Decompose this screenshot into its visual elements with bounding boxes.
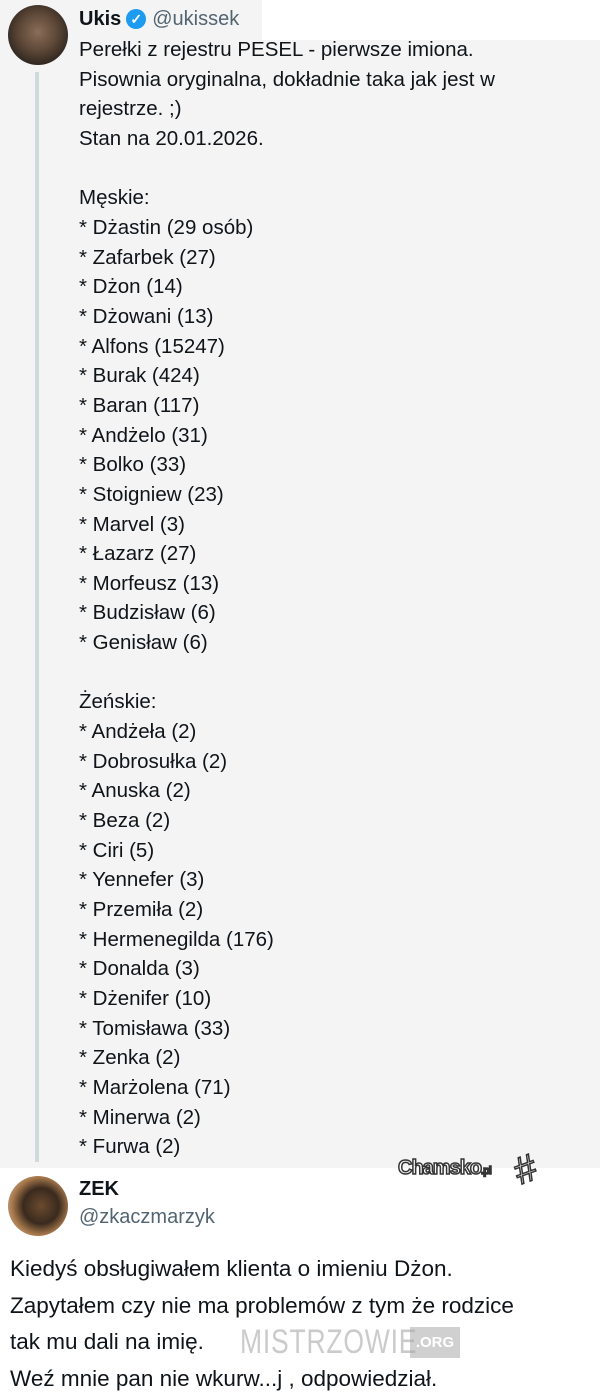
avatar[interactable] — [8, 1176, 68, 1236]
text-line: * Łazarz (27) — [79, 542, 197, 566]
verified-badge-icon: ✓ — [126, 9, 147, 29]
text-line: Zapytałem czy nie ma problemów z tym że … — [10, 1292, 514, 1318]
text-line: * Dżenifer (10) — [79, 987, 212, 1010]
text-line: Stan na 20.01.2026. — [79, 126, 264, 150]
author-name[interactable]: Ukis — [79, 7, 122, 30]
text-line: * Dżowani (13) — [79, 304, 214, 328]
text-line: Weź mnie pan nie wkurw...j , odpowiedzia… — [10, 1365, 438, 1391]
tweet-header: Ukis ✓ @ukissek — [79, 5, 239, 33]
author-handle[interactable]: @ukissek — [152, 7, 240, 30]
watermark-text: Chamsko — [397, 1156, 483, 1180]
text-line: * Przemiła (2) — [79, 898, 204, 922]
text-line: Kiedyś obsługiwałem klienta o imieniu Dż… — [10, 1256, 453, 1281]
chamsko-watermark: Chamsko.pl — [397, 1156, 492, 1180]
text-line: * Genisław (6) — [79, 631, 208, 655]
text-line: * Furwa (2) — [79, 1135, 181, 1159]
text-line: * Beza (2) — [79, 809, 171, 833]
text-line: * Minerwa (2) — [79, 1105, 201, 1129]
tweet-text: Perełki z rejestru PESEL - pierwsze imio… — [79, 35, 589, 1162]
thread-line — [35, 72, 39, 1162]
watermark-tld: .pl — [480, 1164, 492, 1178]
mistrzowie-watermark: MISTRZOWIE — [240, 1323, 418, 1361]
text-line: * Stoigniew (23) — [79, 482, 224, 506]
text-line: * Andżelo (31) — [79, 423, 208, 447]
text-line: * Donalda (3) — [79, 957, 200, 981]
text-line: * Marżolena (71) — [79, 1075, 231, 1099]
text-line: * Morfeusz (13) — [79, 571, 220, 595]
text-line: * Anuska (2) — [79, 779, 191, 803]
text-line: Pisownia oryginalna, dokładnie taka jak … — [79, 67, 495, 91]
text-line: * Yennefer (3) — [79, 868, 205, 892]
reply-tweet: ZEK @zkaczmarzyk Kiedyś obsługiwałem kli… — [0, 1168, 600, 1399]
text-line: rejestrze. ;) — [79, 97, 182, 121]
text-line: Perełki z rejestru PESEL - pierwsze imio… — [79, 38, 474, 61]
quoted-tweet: Ukis ✓ @ukissek Perełki z rejestru PESEL… — [0, 0, 600, 1168]
text-line: * Budzisław (6) — [79, 601, 216, 625]
text-line: Żeńskie: — [79, 690, 157, 714]
text-line: * Hermenegilda (176) — [79, 927, 274, 951]
text-line: * Ciri (5) — [79, 838, 155, 862]
text-line: * Andżeła (2) — [79, 720, 197, 744]
tweet-text: Kiedyś obsługiwałem klienta o imieniu Dż… — [10, 1251, 600, 1397]
text-line: * Dżon (14) — [79, 275, 183, 299]
text-line: * Dobrosułka (2) — [79, 749, 228, 773]
header-cover — [262, 0, 600, 40]
text-line: * Burak (424) — [79, 364, 200, 388]
text-line: * Tomisława (33) — [79, 1016, 231, 1040]
mistrzowie-tld: .ORG — [410, 1327, 460, 1358]
text-line: * Marvel (3) — [79, 512, 185, 536]
text-line: * Baran (117) — [79, 393, 200, 417]
text-line: * Alfons (15247) — [79, 334, 225, 358]
author-handle[interactable]: @zkaczmarzyk — [79, 1206, 215, 1228]
text-line: * Bolko (33) — [79, 453, 187, 477]
author-name[interactable]: ZEK — [79, 1178, 119, 1200]
text-line: * Dżastin (29 osób) — [79, 215, 254, 239]
text-line: Męskie: — [79, 186, 150, 210]
avatar[interactable] — [8, 5, 68, 65]
text-line: tak mu dali na imię. — [10, 1329, 204, 1354]
text-line: * Zenka (2) — [79, 1046, 181, 1070]
text-line: * Zafarbek (27) — [79, 245, 216, 269]
